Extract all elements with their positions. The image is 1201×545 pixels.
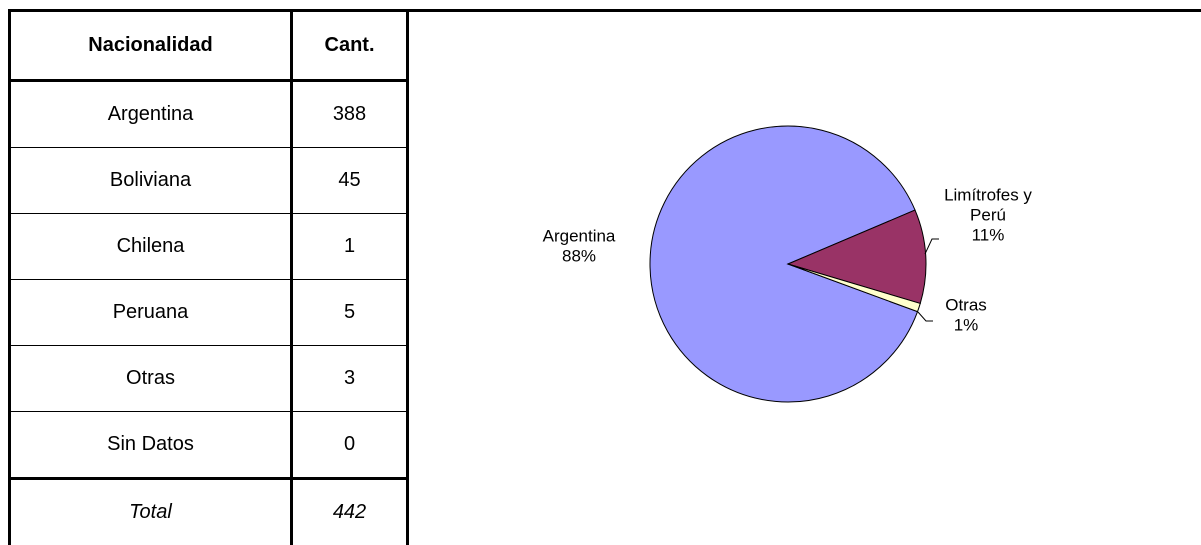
pie-leader-line	[918, 312, 933, 321]
row-count: 1	[292, 214, 408, 280]
pie-label-name: Otras	[945, 295, 987, 314]
pie-label-name: Perú	[970, 205, 1006, 224]
row-count: 0	[292, 412, 408, 479]
table-row: Sin Datos 0	[10, 412, 408, 479]
header-nacionalidad: Nacionalidad	[10, 11, 292, 81]
row-name: Sin Datos	[10, 412, 292, 479]
row-count: 5	[292, 280, 408, 346]
header-cantidad: Cant.	[292, 11, 408, 81]
row-name: Peruana	[10, 280, 292, 346]
pie-label-percent: 11%	[972, 225, 1005, 244]
table-row: Chilena 1	[10, 214, 408, 280]
pie-slices	[650, 126, 926, 402]
row-name: Boliviana	[10, 148, 292, 214]
total-label: Total	[10, 479, 292, 545]
table-row: Peruana 5	[10, 280, 408, 346]
pie-leader-line	[925, 239, 939, 254]
nationality-table: Nacionalidad Cant. Argentina 388 Bolivia…	[8, 9, 409, 545]
pie-label-name: Argentina	[543, 226, 616, 245]
table-total-row: Total 442	[10, 479, 408, 545]
table-header-row: Nacionalidad Cant.	[10, 11, 408, 81]
row-name: Chilena	[10, 214, 292, 280]
row-name: Otras	[10, 346, 292, 412]
table-row: Boliviana 45	[10, 148, 408, 214]
pie-label-name: Limítrofes y	[944, 185, 1032, 204]
row-count: 3	[292, 346, 408, 412]
table-row: Argentina 388	[10, 81, 408, 148]
row-count: 45	[292, 148, 408, 214]
pie-label-percent: 1%	[954, 315, 979, 334]
pie-label-percent: 88%	[562, 246, 596, 265]
row-name: Argentina	[10, 81, 292, 148]
row-count: 388	[292, 81, 408, 148]
total-count: 442	[292, 479, 408, 545]
table-row: Otras 3	[10, 346, 408, 412]
